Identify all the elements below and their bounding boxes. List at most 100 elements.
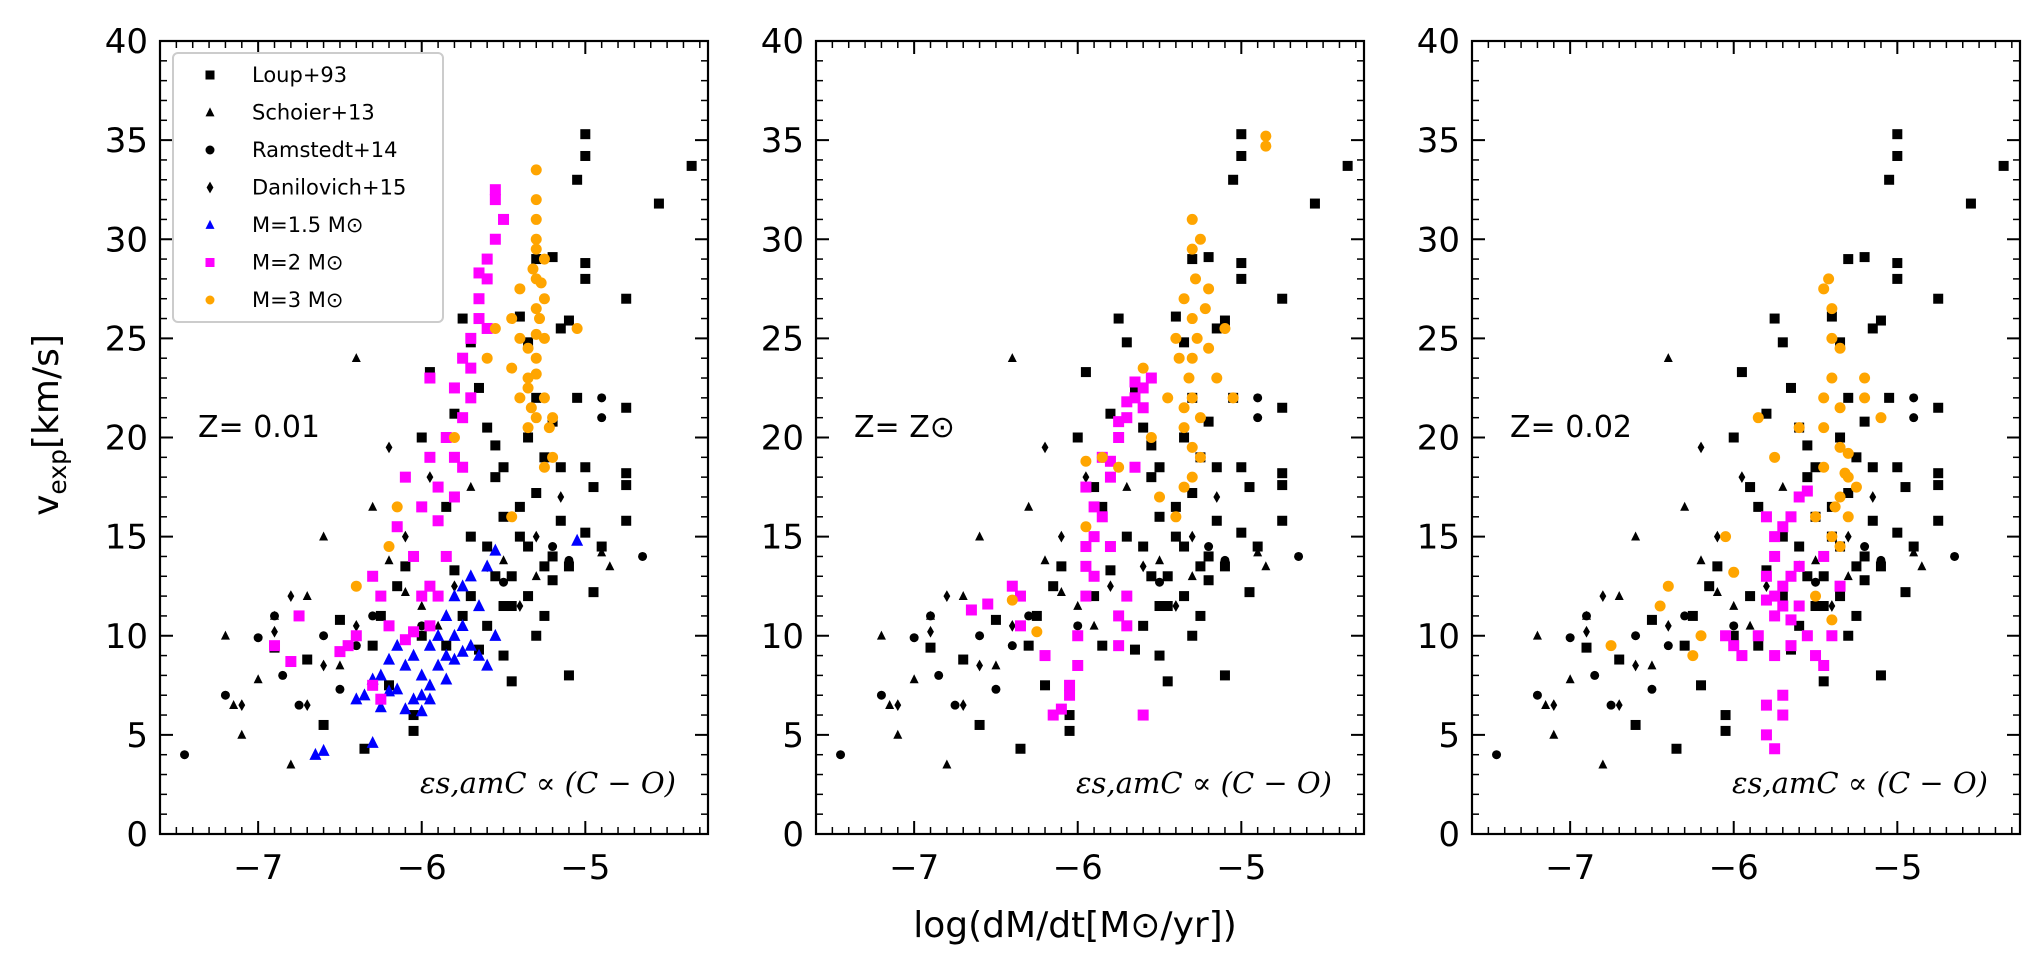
m3-model-point bbox=[1219, 322, 1231, 334]
schoier-point bbox=[991, 660, 1001, 670]
m2-model-point bbox=[1039, 650, 1051, 662]
loup-point bbox=[580, 258, 591, 269]
danilovich-point bbox=[238, 699, 246, 711]
schoier-point bbox=[1745, 620, 1755, 630]
m3-model-point bbox=[1170, 511, 1182, 523]
schoier-point bbox=[466, 481, 476, 491]
schoier-point bbox=[253, 674, 263, 684]
y-tick-label: 40 bbox=[105, 22, 148, 62]
legend-item-danilovich: Danilovich+15 bbox=[206, 176, 406, 200]
m3-model-point bbox=[1850, 481, 1862, 493]
m3-model-point bbox=[1752, 412, 1764, 424]
ramstedt-point bbox=[564, 555, 574, 565]
loup-point bbox=[408, 725, 419, 736]
x-tick-label: −7 bbox=[1545, 848, 1595, 888]
m2-model-point bbox=[457, 412, 469, 424]
loup-point bbox=[1195, 610, 1206, 621]
m2-model-point bbox=[1121, 620, 1133, 632]
ramstedt-point bbox=[1606, 700, 1616, 710]
schoier-point bbox=[1917, 561, 1927, 571]
m2-model-point bbox=[1777, 709, 1789, 721]
m2-model-point bbox=[1072, 659, 1084, 671]
loup-point bbox=[506, 676, 517, 687]
m2-model-point bbox=[424, 580, 436, 592]
loup-point bbox=[1679, 640, 1690, 651]
ramstedt-point bbox=[1220, 555, 1230, 565]
y-tick-label: 15 bbox=[105, 518, 148, 558]
m3-model-point bbox=[1199, 303, 1211, 315]
ramstedt-point bbox=[1565, 633, 1575, 643]
loup-point bbox=[1097, 501, 1108, 512]
m2-model-point bbox=[1121, 412, 1133, 424]
loup-point bbox=[1236, 129, 1247, 140]
ramstedt-point bbox=[975, 631, 985, 641]
m3-model-point bbox=[530, 368, 542, 380]
loup-point bbox=[1056, 561, 1067, 572]
m2-model-point bbox=[465, 392, 477, 404]
m2-model-point bbox=[1720, 630, 1732, 642]
m15-model-point bbox=[464, 569, 477, 582]
loup-point bbox=[1121, 337, 1132, 348]
danilovich-point bbox=[1008, 619, 1016, 632]
loup-point bbox=[1843, 488, 1854, 499]
y-tick-label: 0 bbox=[782, 815, 804, 855]
m15-model-point bbox=[391, 638, 404, 651]
ramstedt-point bbox=[220, 690, 230, 700]
m3-model-point bbox=[530, 303, 542, 315]
m15-model-point bbox=[423, 638, 436, 651]
loup-point bbox=[1236, 150, 1247, 161]
schoier-point bbox=[1811, 555, 1821, 565]
schoier-point bbox=[1187, 571, 1197, 581]
m2-model-point bbox=[1121, 590, 1133, 602]
schoier-point bbox=[1663, 353, 1673, 363]
loup-point bbox=[1802, 571, 1813, 582]
m15-model-point bbox=[374, 700, 387, 713]
ramstedt-point bbox=[180, 750, 190, 760]
loup-point bbox=[1867, 462, 1878, 473]
panel-label: Z= 0.02 bbox=[1510, 410, 1632, 445]
m2-model-point bbox=[481, 322, 493, 334]
m3-model-point bbox=[1834, 491, 1846, 503]
m2-model-point bbox=[1769, 610, 1781, 622]
loup-point bbox=[523, 541, 534, 552]
m2-model-point bbox=[1088, 501, 1100, 513]
loup-point bbox=[547, 575, 558, 586]
ramstedt-point bbox=[1680, 611, 1690, 621]
schoier-point bbox=[975, 531, 985, 541]
danilovich-point bbox=[1041, 441, 1049, 454]
danilovich-point bbox=[894, 699, 902, 711]
loup-point bbox=[1277, 468, 1288, 479]
loup-point bbox=[1843, 254, 1854, 265]
loup-point bbox=[1867, 515, 1878, 526]
danilovich-point bbox=[352, 619, 360, 632]
loup-point bbox=[457, 313, 468, 324]
m3-model-point bbox=[1186, 352, 1198, 364]
loup-point bbox=[1704, 581, 1715, 592]
loup-point bbox=[1614, 654, 1625, 665]
m15-model-point bbox=[423, 678, 436, 691]
m3-model-point bbox=[543, 422, 555, 434]
danilovich-point bbox=[516, 600, 524, 612]
m2-model-point bbox=[1055, 703, 1067, 715]
m2-model-point bbox=[1760, 729, 1772, 741]
loup-point bbox=[392, 581, 403, 592]
loup-point bbox=[621, 468, 632, 479]
schoier-point bbox=[1843, 571, 1853, 581]
m3-model-point bbox=[1605, 640, 1617, 652]
m2-model-point bbox=[1760, 570, 1772, 582]
ramstedt-point bbox=[1631, 631, 1641, 641]
loup-point bbox=[1835, 591, 1846, 602]
m2-model-point bbox=[424, 372, 436, 384]
schoier-point bbox=[1541, 700, 1551, 709]
m3-model-point bbox=[1859, 392, 1871, 404]
loup-point bbox=[1203, 551, 1214, 562]
panel-frame bbox=[814, 39, 1366, 836]
loup-point bbox=[555, 515, 566, 526]
m2-model-point bbox=[1769, 590, 1781, 602]
schoier-point bbox=[1253, 547, 1263, 557]
m3-model-point bbox=[1080, 455, 1092, 467]
m15-model-point bbox=[456, 579, 469, 592]
ramstedt-point bbox=[1860, 542, 1870, 552]
y-tick-label: 15 bbox=[1417, 518, 1460, 558]
schoier-point bbox=[1680, 501, 1690, 511]
